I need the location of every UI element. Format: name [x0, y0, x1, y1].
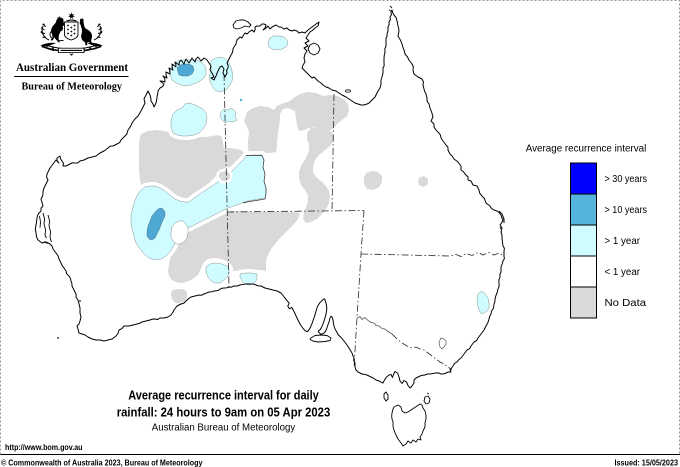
svg-text:< 1 year: < 1 year [605, 267, 641, 278]
svg-text:> 10 years: > 10 years [605, 205, 648, 216]
svg-text:http://www.bom.gov.au: http://www.bom.gov.au [5, 443, 83, 452]
svg-text:No Data: No Data [605, 298, 647, 309]
svg-text:© Commonwealth of Australia 20: © Commonwealth of Australia 2023, Bureau… [1, 459, 203, 467]
svg-text:Bureau of Meteorology: Bureau of Meteorology [22, 82, 123, 93]
svg-text:Issued: 15/05/2023: Issued: 15/05/2023 [615, 459, 679, 467]
svg-text:rainfall: 24 hours to 9am on 0: rainfall: 24 hours to 9am on 05 Apr 2023 [117, 405, 331, 420]
svg-text:Australian Bureau of Meteorolo: Australian Bureau of Meteorology [152, 423, 296, 434]
svg-text:> 1 year: > 1 year [605, 236, 641, 247]
svg-text:Average recurrence interval: Average recurrence interval [526, 144, 647, 155]
svg-text:Average recurrence interval fo: Average recurrence interval for daily [128, 388, 319, 403]
svg-text:> 30 years: > 30 years [605, 174, 648, 185]
svg-text:Australian Government: Australian Government [16, 62, 128, 74]
